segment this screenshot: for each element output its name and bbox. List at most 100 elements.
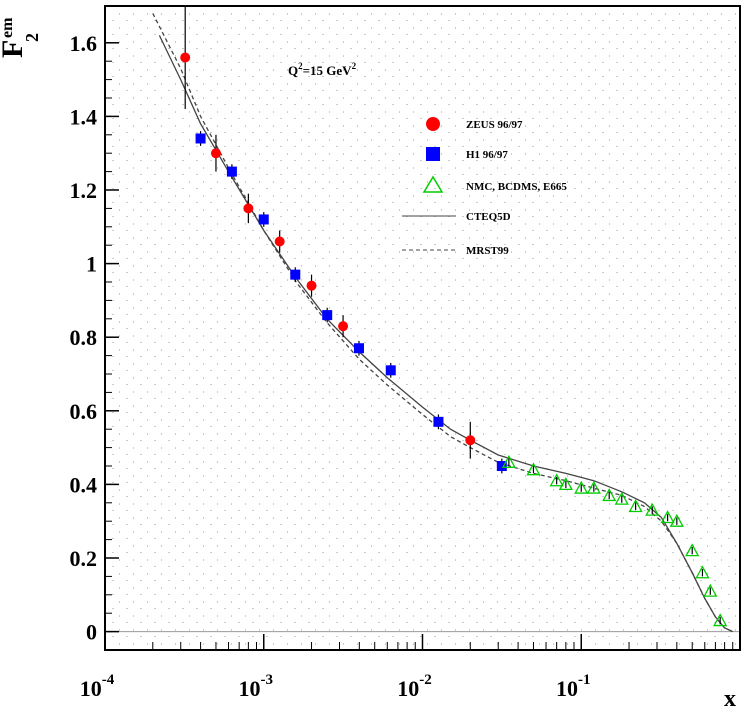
data-point [660,510,675,524]
data-point [549,473,564,487]
data-point [338,315,349,338]
x-tick-label: 10-2 [397,672,432,701]
legend-square-marker [426,147,440,161]
point-triangle [549,473,564,487]
data-point [433,414,444,430]
x-tick-label: 10-4 [80,672,115,701]
x-tick-base: 10 [80,676,102,701]
data-point [558,477,573,491]
data-point [180,6,191,110]
legend-circle-marker [426,117,440,131]
y-label-main: F [0,40,29,58]
data-point [385,362,396,378]
y-tick-label: 0 [86,620,97,645]
grid-dots [105,6,740,650]
legend-entry-mrst: MRST99 [402,245,509,257]
y-tick-label: 1 [86,252,97,277]
point-square [290,269,301,280]
data-point [496,458,507,474]
x-tick-exp: -1 [578,672,591,688]
y-tick-label: 0.2 [70,546,98,571]
point-triangle [645,502,660,516]
point-triangle [574,480,589,494]
data-point [195,131,206,146]
data-point [501,454,516,468]
data-point [695,565,710,579]
q2-sup: 2 [298,61,303,71]
data-point [210,134,221,172]
data-point [258,212,269,227]
y-label-sup: em [0,17,16,38]
point-triangle [628,499,643,513]
legend-label-cteq: CTEQ5D [466,211,511,223]
theory-curves [152,13,733,633]
x-tick-exp: -3 [261,672,274,688]
legend-label-zeus: ZEUS 96/97 [466,119,523,131]
q2-annotation: Q2=15 GeV2 [288,61,357,78]
point-triangle [614,491,629,505]
y-tick-label: 0.6 [70,399,98,424]
data-point [353,340,364,356]
data-point [226,164,237,179]
point-triangle [586,480,601,494]
data-point [322,307,333,323]
x-tick-label: 10-1 [556,672,591,701]
tick-labels: 00.20.40.60.811.21.41.610-4 10-3 10-2 10-1 [70,31,591,701]
q2-mid: =15 GeV [303,63,353,78]
point-triangle [602,488,617,502]
point-circle [338,321,349,332]
data-point [526,462,541,476]
y-tick-label: 1.4 [70,104,98,129]
legend: ZEUS 96/97 H1 96/97 NMC, BCDMS, E665 CTE… [402,117,567,257]
q2-prefix: Q [288,63,298,78]
data-point [669,513,684,527]
legend-entry-nmc: NMC, BCDMS, E665 [422,175,567,193]
point-triangle [526,462,541,476]
y-label-sub: 2 [22,33,42,42]
point-triangle [501,454,516,468]
point-square [258,214,269,225]
point-square [353,343,364,354]
data-point [602,488,617,502]
point-circle [180,52,191,63]
point-triangle [669,513,684,527]
data-point [703,583,718,597]
point-triangle [685,543,700,557]
legend-label-h1: H1 96/97 [466,149,508,161]
data-point [713,613,728,627]
point-triangle [558,477,573,491]
x-tick-base: 10 [239,676,261,701]
mrst99-curve [152,13,733,633]
legend-entry-h1: H1 96/97 [426,147,508,161]
y-tick-label: 1.6 [70,31,98,56]
x-tick-base: 10 [397,676,419,701]
legend-entry-zeus: ZEUS 96/97 [426,117,523,131]
y-tick-label: 0.8 [70,325,98,350]
point-triangle [660,510,675,524]
point-triangle [713,613,728,627]
point-triangle [703,583,718,597]
point-circle [243,203,254,214]
legend-entry-cteq: CTEQ5D [402,211,511,223]
legend-label-mrst: MRST99 [466,245,509,257]
x-axis-label: x [724,686,736,710]
legend-label-nmc: NMC, BCDMS, E665 [466,181,567,193]
data-point [685,543,700,557]
point-circle [274,236,285,247]
x-tick-exp: -4 [102,672,115,688]
point-square [322,310,333,321]
data-point [243,193,254,224]
x-tick-label: 10-3 [239,672,274,701]
point-triangle [695,565,710,579]
x-tick-base: 10 [556,676,578,701]
data-point [306,274,317,297]
legend-triangle-marker [422,175,444,193]
svg-text:Q2=15 GeV2: Q2=15 GeV2 [288,61,357,78]
point-circle [306,280,317,291]
data-point [574,480,589,494]
data-point [628,499,643,513]
point-circle [210,148,221,159]
data-point [614,491,629,505]
point-square [385,365,396,376]
